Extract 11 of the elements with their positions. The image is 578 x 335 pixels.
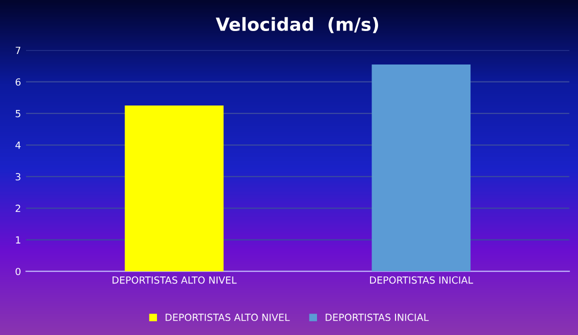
legend-label: DEPORTISTAS ALTO NIVEL: [166, 314, 290, 322]
y-tick-label: 1: [16, 236, 20, 244]
y-tick-label: 3: [16, 173, 20, 180]
y-tick-label: 5: [16, 110, 20, 118]
y-tick-label: 6: [16, 78, 21, 86]
y-tick-label: 2: [16, 204, 20, 212]
y-tick-label: 0: [16, 268, 21, 276]
y-tick-label: 7: [16, 46, 20, 54]
chart-title: Velocidad (m/s): [216, 17, 378, 34]
y-tick-label: 4: [15, 142, 21, 149]
legend-label: DEPORTISTAS INICIAL: [326, 314, 429, 322]
